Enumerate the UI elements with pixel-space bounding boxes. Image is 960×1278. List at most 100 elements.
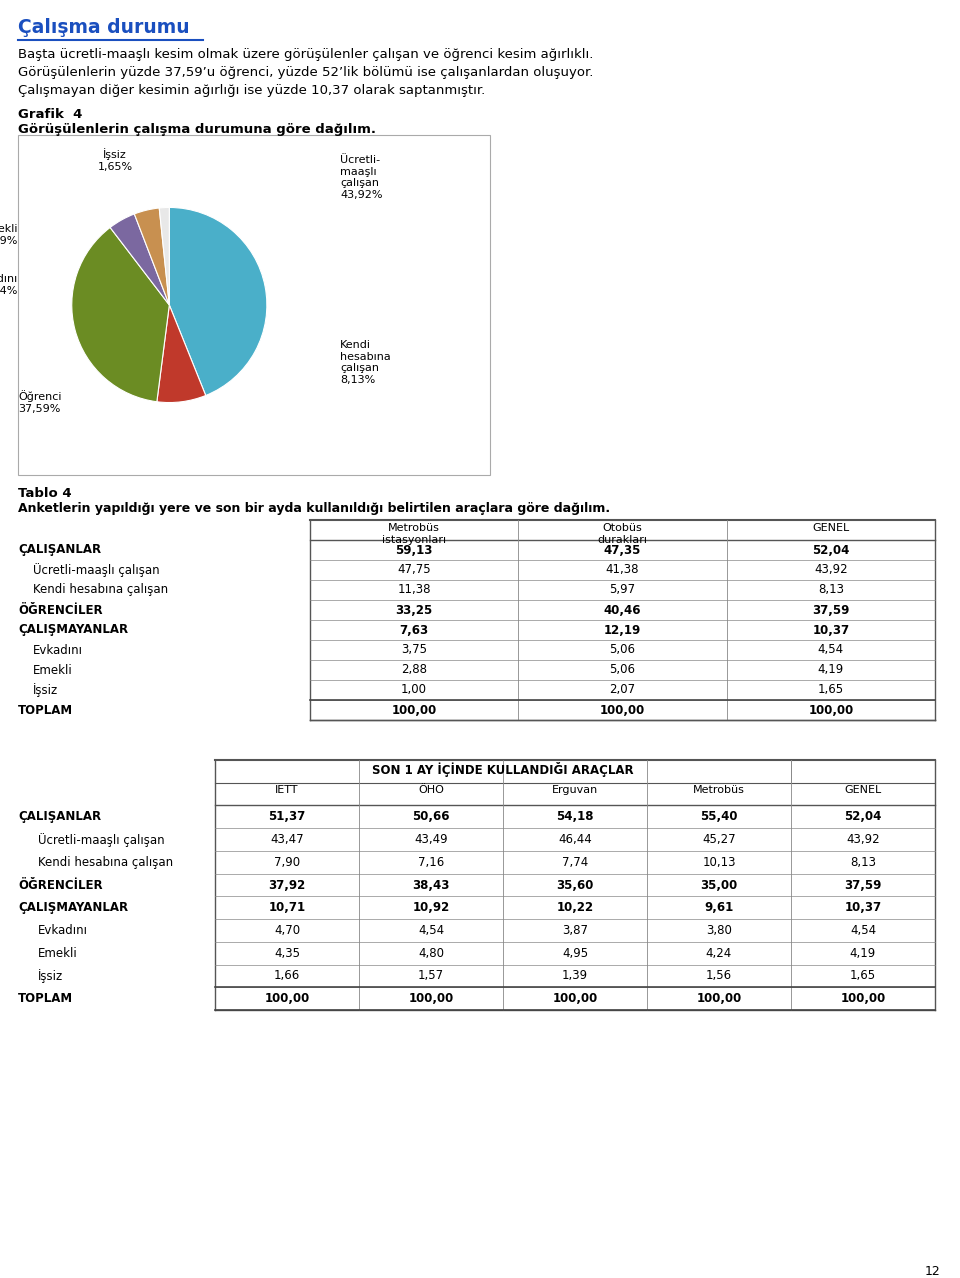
Text: 3,75: 3,75	[401, 644, 427, 657]
Text: 55,40: 55,40	[700, 810, 737, 823]
Text: 7,16: 7,16	[418, 856, 444, 869]
Text: Metrobüs
istasyonları: Metrobüs istasyonları	[382, 523, 446, 544]
Text: 47,35: 47,35	[604, 543, 641, 556]
Text: TOPLAM: TOPLAM	[18, 992, 73, 1005]
Text: ÖĞRENCİLER: ÖĞRENCİLER	[18, 603, 103, 616]
Text: 37,59: 37,59	[844, 878, 881, 892]
Text: GENEL: GENEL	[845, 785, 881, 795]
Text: 3,87: 3,87	[562, 924, 588, 937]
Text: Emekli
4,19%: Emekli 4,19%	[0, 224, 18, 245]
Wedge shape	[169, 207, 267, 395]
Text: Emekli: Emekli	[33, 663, 73, 676]
Text: 4,95: 4,95	[562, 947, 588, 960]
Text: 10,71: 10,71	[269, 901, 305, 914]
Text: 35,00: 35,00	[701, 878, 737, 892]
Text: 100,00: 100,00	[696, 992, 742, 1005]
Text: 5,97: 5,97	[610, 584, 636, 597]
Text: 54,18: 54,18	[556, 810, 593, 823]
Wedge shape	[110, 213, 169, 305]
Text: 12: 12	[924, 1265, 940, 1278]
Text: 52,04: 52,04	[844, 810, 881, 823]
Text: 51,37: 51,37	[269, 810, 305, 823]
Text: 1,00: 1,00	[401, 684, 427, 697]
Wedge shape	[156, 305, 205, 403]
Text: 7,63: 7,63	[399, 624, 429, 636]
Text: 100,00: 100,00	[552, 992, 598, 1005]
Text: 11,38: 11,38	[397, 584, 431, 597]
Text: 46,44: 46,44	[558, 833, 592, 846]
Text: 47,75: 47,75	[397, 564, 431, 576]
Text: Görüşülenlerin çalışma durumuna göre dağılım.: Görüşülenlerin çalışma durumuna göre dağ…	[18, 123, 376, 135]
Text: 37,59: 37,59	[812, 603, 850, 616]
Text: GENEL: GENEL	[812, 523, 850, 533]
Text: Öğrenci
37,59%: Öğrenci 37,59%	[18, 390, 61, 414]
Text: 4,19: 4,19	[818, 663, 844, 676]
Text: 2,07: 2,07	[610, 684, 636, 697]
Text: 10,13: 10,13	[703, 856, 735, 869]
Text: 1,57: 1,57	[418, 970, 444, 983]
Text: 100,00: 100,00	[840, 992, 886, 1005]
Text: 3,80: 3,80	[706, 924, 732, 937]
Text: 10,37: 10,37	[845, 901, 881, 914]
Wedge shape	[134, 208, 169, 305]
Text: ÇALIŞANLAR: ÇALIŞANLAR	[18, 543, 101, 556]
Text: Ücretli-maaşlı çalışan: Ücretli-maaşlı çalışan	[38, 832, 164, 846]
Text: 4,70: 4,70	[274, 924, 300, 937]
Text: Ücretli-
maaşlı
çalışan
43,92%: Ücretli- maaşlı çalışan 43,92%	[340, 155, 382, 199]
Text: 7,90: 7,90	[274, 856, 300, 869]
Text: Grafik  4: Grafik 4	[18, 109, 83, 121]
Text: Kendi hesabına çalışan: Kendi hesabına çalışan	[38, 856, 173, 869]
Text: 5,06: 5,06	[610, 644, 636, 657]
Text: 12,19: 12,19	[604, 624, 641, 636]
Wedge shape	[72, 227, 169, 401]
Text: 10,92: 10,92	[413, 901, 449, 914]
Text: Başta ücretli-maaşlı kesim olmak üzere görüşülenler çalışan ve öğrenci kesim ağı: Başta ücretli-maaşlı kesim olmak üzere g…	[18, 49, 593, 61]
Text: 38,43: 38,43	[412, 878, 449, 892]
Text: 100,00: 100,00	[808, 703, 853, 717]
Text: 43,92: 43,92	[814, 564, 848, 576]
Text: 4,54: 4,54	[850, 924, 876, 937]
Text: Kendi
hesabına
çalışan
8,13%: Kendi hesabına çalışan 8,13%	[340, 340, 391, 385]
Text: 1,66: 1,66	[274, 970, 300, 983]
Text: Çalışma durumu: Çalışma durumu	[18, 18, 190, 37]
Text: 40,46: 40,46	[604, 603, 641, 616]
Text: ÇALIŞMAYANLAR: ÇALIŞMAYANLAR	[18, 624, 128, 636]
Text: 1,65: 1,65	[850, 970, 876, 983]
Text: Erguvan: Erguvan	[552, 785, 598, 795]
Text: 45,27: 45,27	[702, 833, 735, 846]
Text: 100,00: 100,00	[392, 703, 437, 717]
Text: 33,25: 33,25	[396, 603, 433, 616]
Text: 100,00: 100,00	[264, 992, 310, 1005]
Text: 100,00: 100,00	[600, 703, 645, 717]
Text: ÇALIŞMAYANLAR: ÇALIŞMAYANLAR	[18, 901, 128, 914]
Text: 35,60: 35,60	[556, 878, 593, 892]
Text: 10,22: 10,22	[557, 901, 593, 914]
Text: 41,38: 41,38	[606, 564, 639, 576]
Text: İşsiz: İşsiz	[38, 969, 63, 983]
Text: 59,13: 59,13	[396, 543, 433, 556]
Text: 4,54: 4,54	[418, 924, 444, 937]
Text: 4,54: 4,54	[818, 644, 844, 657]
Text: Evkadını
4,54%: Evkadını 4,54%	[0, 275, 18, 295]
Text: 4,35: 4,35	[274, 947, 300, 960]
Text: 5,06: 5,06	[610, 663, 636, 676]
Text: 52,04: 52,04	[812, 543, 850, 556]
Text: 2,88: 2,88	[401, 663, 427, 676]
Text: 43,49: 43,49	[414, 833, 447, 846]
Text: Tablo 4: Tablo 4	[18, 487, 72, 500]
Text: ÇALIŞANLAR: ÇALIŞANLAR	[18, 810, 101, 823]
Text: Metrobüs: Metrobüs	[693, 785, 745, 795]
Text: 10,37: 10,37	[812, 624, 850, 636]
Text: 50,66: 50,66	[412, 810, 449, 823]
Text: 1,39: 1,39	[562, 970, 588, 983]
Bar	[18, 135, 490, 475]
Text: ÖĞRENCİLER: ÖĞRENCİLER	[18, 878, 103, 892]
Text: Otobüs
durakları: Otobüs durakları	[597, 523, 647, 544]
Text: 8,13: 8,13	[818, 584, 844, 597]
Text: Anketlerin yapıldığı yere ve son bir ayda kullanıldığı belirtilen araçlara göre : Anketlerin yapıldığı yere ve son bir ayd…	[18, 502, 611, 515]
Text: Emekli: Emekli	[38, 947, 78, 960]
Text: SON 1 AY İÇİNDE KULLANDIĞI ARAÇLAR: SON 1 AY İÇİNDE KULLANDIĞI ARAÇLAR	[372, 762, 634, 777]
Text: İşsiz
1,65%: İşsiz 1,65%	[97, 148, 132, 171]
Text: IETT: IETT	[276, 785, 299, 795]
Text: 43,47: 43,47	[270, 833, 303, 846]
